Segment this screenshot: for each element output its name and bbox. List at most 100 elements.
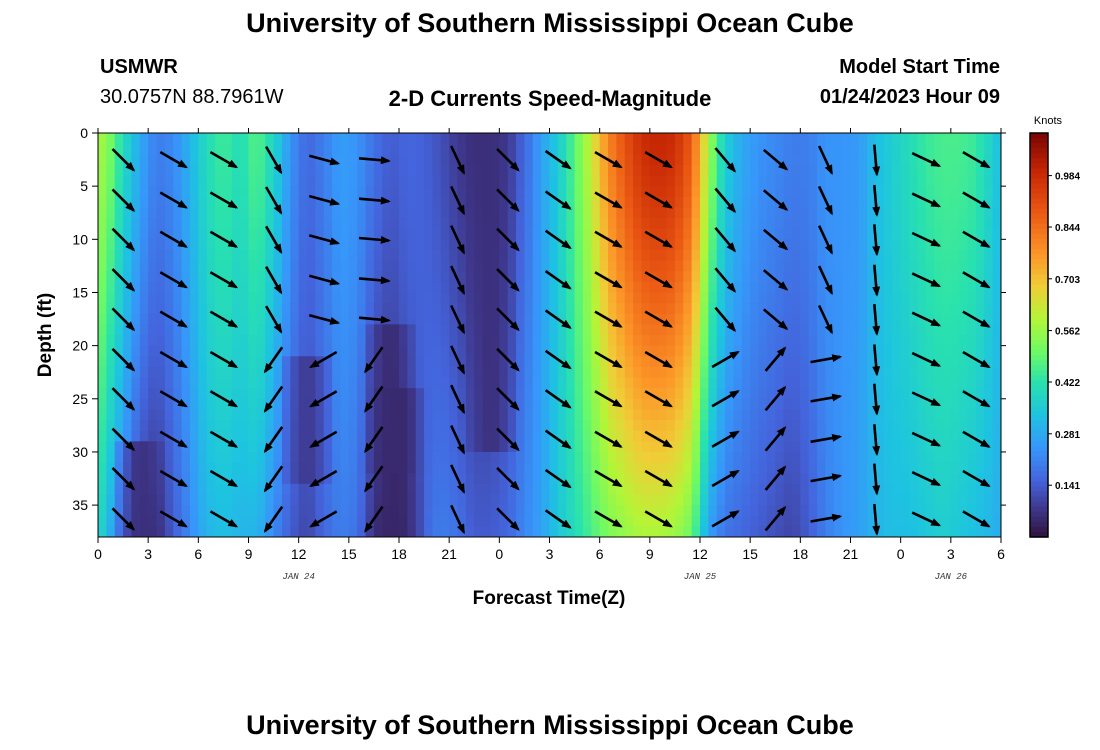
heat-cell [624,324,634,336]
heat-cell [867,494,877,506]
heat-cell [407,260,417,272]
heat-cell [424,462,434,474]
heat-cell [415,345,425,357]
heat-cell [474,451,484,464]
heat-cell [98,494,107,506]
heat-cell [984,292,994,304]
heat-cell [215,196,225,209]
heat-cell [825,186,835,198]
heat-cell [766,207,776,219]
heat-cell [683,377,693,389]
heat-cell [332,483,342,496]
heat-cell [457,515,467,527]
heat-cell [633,420,643,432]
heat-cell [858,313,868,325]
heat-cell [716,462,726,474]
heat-cell [917,207,927,219]
heat-cell [591,473,601,485]
heat-cell [900,473,910,485]
heat-cell [800,164,810,177]
heat-cell [582,526,592,537]
heat-cell [181,143,191,155]
heat-cell [917,292,927,304]
heat-cell [307,133,316,145]
heat-cell [825,366,835,379]
y-axis-title: Depth (ft) [35,293,56,377]
heat-cell [256,271,266,283]
heat-cell [148,154,158,166]
heat-cell [557,377,567,389]
current-vector-arrow [544,309,572,329]
heat-cell [298,356,308,368]
heat-cell [382,441,392,453]
current-vector-arrow [450,265,466,296]
heat-cell [532,441,542,453]
heat-cell [992,345,1001,357]
x-tick-label: 18 [793,546,809,562]
heat-cell [390,228,400,240]
current-vector-arrow [209,230,239,248]
current-vector-arrow [264,266,283,295]
colorbar-segment [1030,365,1048,371]
heat-cell [189,483,199,496]
heat-cell [516,409,526,421]
heat-cell [883,366,893,379]
heat-cell [173,249,183,262]
heat-cell [189,526,199,537]
heat-cell [474,249,484,262]
heat-cell [833,377,843,389]
heat-cell [574,441,584,453]
heat-cell [532,398,542,411]
heat-cell [265,133,275,145]
heat-cell [674,494,684,506]
heat-cell [281,388,291,400]
heat-cell [482,356,492,368]
heat-cell [248,356,258,368]
heat-cell [148,473,158,485]
heat-cell [674,239,684,251]
heat-cell [307,451,316,464]
current-vector-arrow [872,424,881,457]
heat-cell [457,462,467,474]
heat-cell [281,207,291,219]
heat-cell [574,451,584,464]
heat-cell [189,196,199,209]
heat-cell [256,462,266,474]
heat-cell [582,239,592,251]
heat-cell [432,505,442,517]
heat-cell [633,271,643,283]
heat-cell [959,292,969,304]
heat-cell [649,441,659,453]
heat-cell [934,175,944,187]
heat-cell [733,313,743,325]
heat-cell [566,175,576,187]
heat-cell [206,473,216,485]
colorbar-segment [1030,410,1048,417]
heat-cell [206,483,216,496]
heat-cell [373,175,383,187]
heat-cell [758,505,768,517]
heat-cell [641,494,651,506]
heat-cell [875,154,885,166]
colorbar-segment [1030,178,1048,185]
heat-cell [198,133,208,145]
heat-cell [206,271,216,283]
heat-cell [240,324,250,336]
heat-cell [708,526,718,537]
heat-cell [432,515,442,527]
heat-cell [633,292,643,304]
heat-cell [574,175,584,187]
heat-cell [507,186,517,198]
heat-cell [975,186,985,198]
heat-cell [290,260,300,272]
heat-cell [332,324,342,336]
heat-cell [516,133,526,145]
heat-cell [842,377,852,389]
heat-cell [591,324,601,336]
heat-cell [766,196,776,209]
heat-cell [323,409,333,421]
heat-cell [934,494,944,506]
heat-cell [733,175,743,187]
heat-cell [399,143,408,155]
heat-cell [156,420,166,432]
